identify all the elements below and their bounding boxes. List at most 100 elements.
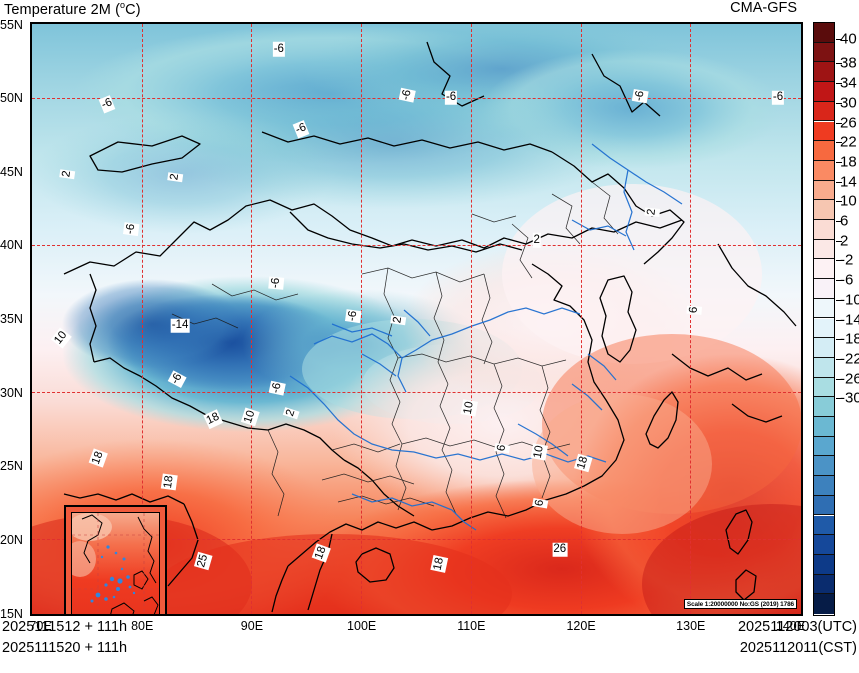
coastline-layer xyxy=(63,41,797,613)
colorbar-tick xyxy=(836,102,842,104)
colorbar-band xyxy=(814,279,834,299)
contour-label: 2 xyxy=(532,233,541,248)
province-boundary-layer xyxy=(171,181,619,519)
colorbar-tick xyxy=(836,83,842,85)
colorbar-tick-label: -22 xyxy=(840,350,859,368)
colorbar-tick xyxy=(836,122,842,124)
y-axis-label: 20N xyxy=(0,532,23,547)
contour-label: 10 xyxy=(530,443,548,462)
colorbar-tick xyxy=(836,299,842,301)
contour-label: -6 xyxy=(268,380,286,396)
contour-label: -6 xyxy=(444,90,458,105)
graticule-parallel xyxy=(32,539,801,541)
contour-label: -6 xyxy=(398,87,416,103)
colorbar-band xyxy=(814,239,834,260)
river-layer xyxy=(289,143,683,531)
colorbar-tick xyxy=(836,260,842,262)
colorbar-tick-label: 40 xyxy=(840,30,857,48)
x-axis-label: 90E xyxy=(240,619,264,633)
contour-label: 6 xyxy=(685,304,702,315)
colorbar-band xyxy=(814,101,834,122)
colorbar-band xyxy=(814,220,834,240)
colorbar-band xyxy=(814,200,834,220)
colorbar-tick-label: 6 xyxy=(840,212,849,230)
colorbar-band xyxy=(814,456,834,477)
colorbar-band xyxy=(814,62,834,83)
colorbar-tick xyxy=(836,358,842,360)
y-axis-label: 50N xyxy=(0,91,23,106)
colorbar-tick-label: -6 xyxy=(840,271,854,289)
colorbar-tick xyxy=(836,378,842,380)
colorbar-tick-label: -26 xyxy=(840,370,859,388)
graticule-meridian xyxy=(470,24,472,614)
contour-label: -6 xyxy=(631,88,649,104)
contour-label: -6 xyxy=(345,308,362,323)
colorbar-band xyxy=(814,495,834,516)
degree-symbol: o xyxy=(120,0,126,10)
south-china-sea-inset: Scale 1:40000000 xyxy=(64,505,167,614)
valid-time-cst: 2025112011(CST) xyxy=(739,640,857,656)
colorbar-band xyxy=(814,594,834,614)
colorbar-tick-label: 2 xyxy=(840,232,849,250)
colorbar-band xyxy=(814,338,834,358)
colorbar-band xyxy=(814,23,834,43)
map-frame[interactable]: -6 -6 -6 -6 -6 -6 -6 2 2 -6 2 2 -6 6 -14 10 -6 2 -6 -6 18 10 2… xyxy=(30,22,803,616)
graticule-parallel xyxy=(32,97,801,99)
page-title-unit: C) xyxy=(125,1,141,18)
x-axis-label: 140E xyxy=(775,619,806,633)
colorbar-band xyxy=(814,259,834,280)
colorbar-band xyxy=(814,417,834,437)
colorbar-tick xyxy=(836,240,842,242)
colorbar-band xyxy=(814,82,834,102)
model-label: CMA-GFS xyxy=(730,0,797,16)
contour-label: -6 xyxy=(771,90,785,105)
contour-label: -6 xyxy=(267,276,284,290)
y-axis-label: 45N xyxy=(0,164,23,179)
valid-time-utc: 2025112003(UTC) xyxy=(737,619,857,635)
colorbar-tick xyxy=(836,339,842,341)
colorbar-tick xyxy=(836,221,842,222)
contour-label: 6 xyxy=(532,497,548,508)
inset-raster xyxy=(72,513,159,614)
colorbar-tick-label: 22 xyxy=(840,133,857,151)
colorbar-tick-label: 10 xyxy=(840,192,857,210)
colorbar-tick xyxy=(836,63,842,65)
colorbar-tick-label: 18 xyxy=(840,153,857,171)
y-axis-label: 35N xyxy=(0,312,23,326)
colorbar-band xyxy=(814,298,834,319)
graticule-meridian xyxy=(361,24,363,614)
colorbar-tick-label: -18 xyxy=(840,330,859,348)
contour-label: 10 xyxy=(460,399,478,417)
inset-map-body xyxy=(71,512,160,614)
colorbar-band xyxy=(814,554,834,575)
colorbar-tick xyxy=(836,142,842,144)
map-scale-label: Scale 1:20000000 No:GS (2019) 1786 xyxy=(683,599,797,609)
colorbar-band xyxy=(814,397,834,417)
colorbar-tick-label: 34 xyxy=(840,74,857,92)
colorbar[interactable] xyxy=(813,22,835,616)
y-axis-label: 40N xyxy=(0,238,23,253)
colorbar-band xyxy=(814,318,834,339)
graticule-meridian xyxy=(141,24,143,614)
y-axis-label: 30N xyxy=(0,385,23,400)
colorbar-band xyxy=(814,377,834,398)
graticule-parallel xyxy=(32,244,801,246)
contour-label: -14 xyxy=(170,318,190,334)
contour-label: 18 xyxy=(160,473,178,491)
colorbar-tick-label: 38 xyxy=(840,54,857,72)
x-axis-label: 70E xyxy=(29,619,52,633)
graticule-meridian xyxy=(580,24,582,614)
y-axis-label: 15N xyxy=(0,606,23,621)
init-time-utc: 2025111512 + 111h xyxy=(2,619,128,635)
colorbar-band xyxy=(814,42,834,63)
init-time-cst: 2025111520 + 111h xyxy=(2,640,128,656)
x-axis-label: 110E xyxy=(457,619,486,633)
x-axis-label: 120E xyxy=(566,619,596,633)
page-title-text: Temperature 2M ( xyxy=(4,1,121,18)
colorbar-tick-label: 26 xyxy=(840,114,857,131)
colorbar-band xyxy=(814,160,834,181)
colorbar-tick xyxy=(836,38,842,40)
y-axis-label: 25N xyxy=(0,459,23,474)
contour-label: -6 xyxy=(122,221,139,236)
